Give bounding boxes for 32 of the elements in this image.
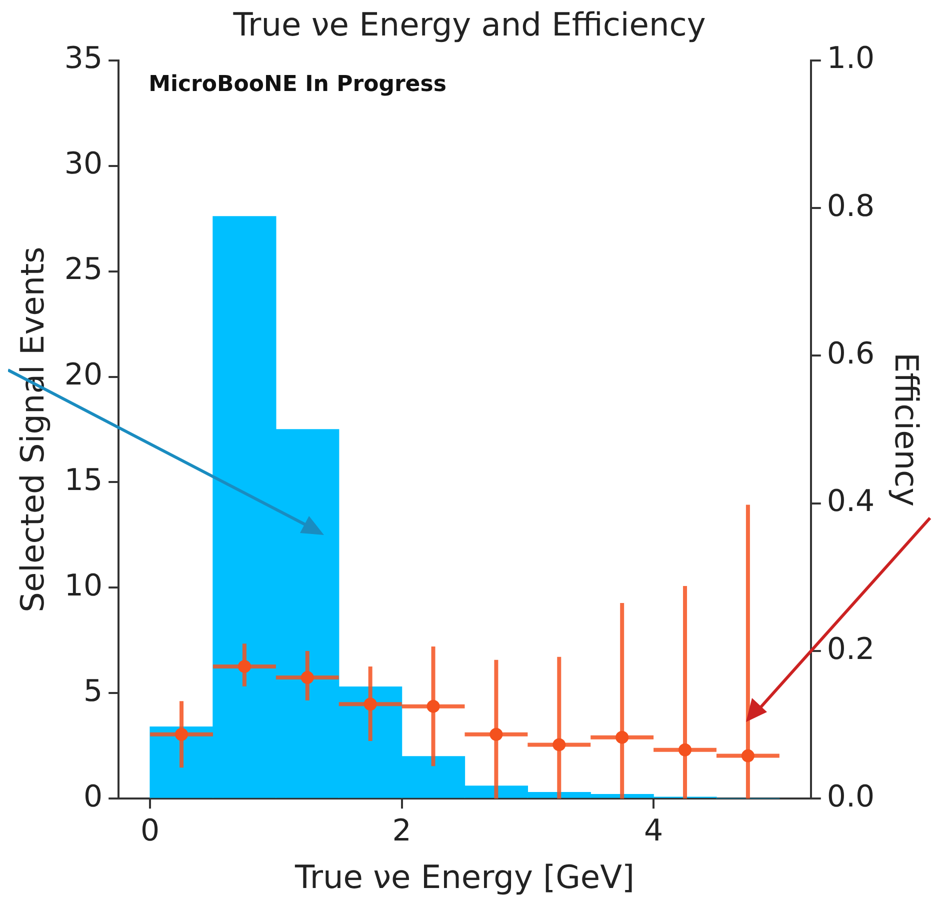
y2-axis-title: Efficiency bbox=[887, 352, 926, 507]
point bbox=[490, 728, 503, 741]
y-tick-label: 25 bbox=[64, 252, 103, 288]
y-tick-label: 35 bbox=[64, 41, 103, 76]
y2-tick-label: 0.4 bbox=[826, 484, 875, 520]
y2-tick-label: 0.2 bbox=[826, 632, 875, 667]
y-tick-label: 0 bbox=[83, 779, 103, 814]
point bbox=[238, 660, 251, 673]
x-tick-label: 4 bbox=[644, 813, 664, 848]
point bbox=[364, 698, 377, 711]
x-tick-label: 0 bbox=[140, 813, 160, 848]
point bbox=[741, 749, 754, 762]
y-tick-label: 15 bbox=[64, 463, 103, 498]
x-tick-label: 2 bbox=[392, 813, 412, 848]
y-axis-title: Selected Signal Events bbox=[14, 246, 52, 612]
y-tick-label: 20 bbox=[64, 358, 103, 393]
point bbox=[616, 730, 629, 744]
point bbox=[426, 700, 440, 713]
point bbox=[678, 743, 692, 756]
y2-tick-label: 0.8 bbox=[826, 188, 875, 224]
y-tick-label: 30 bbox=[64, 146, 103, 182]
y-tick-label: 10 bbox=[64, 568, 103, 604]
point bbox=[175, 728, 188, 741]
chart-title: True νe Energy and Efficiency bbox=[232, 6, 706, 44]
y2-tick-label: 0.6 bbox=[826, 336, 875, 372]
point bbox=[300, 671, 314, 684]
y2-tick-label: 1.0 bbox=[826, 41, 875, 76]
y2-tick-label: 0.0 bbox=[826, 779, 875, 814]
x-axis-title: True νe Energy [GeV] bbox=[294, 858, 634, 896]
annotation: MicroBooNE In Progress bbox=[148, 72, 446, 98]
point bbox=[552, 738, 566, 752]
y-tick-label: 5 bbox=[83, 674, 103, 709]
